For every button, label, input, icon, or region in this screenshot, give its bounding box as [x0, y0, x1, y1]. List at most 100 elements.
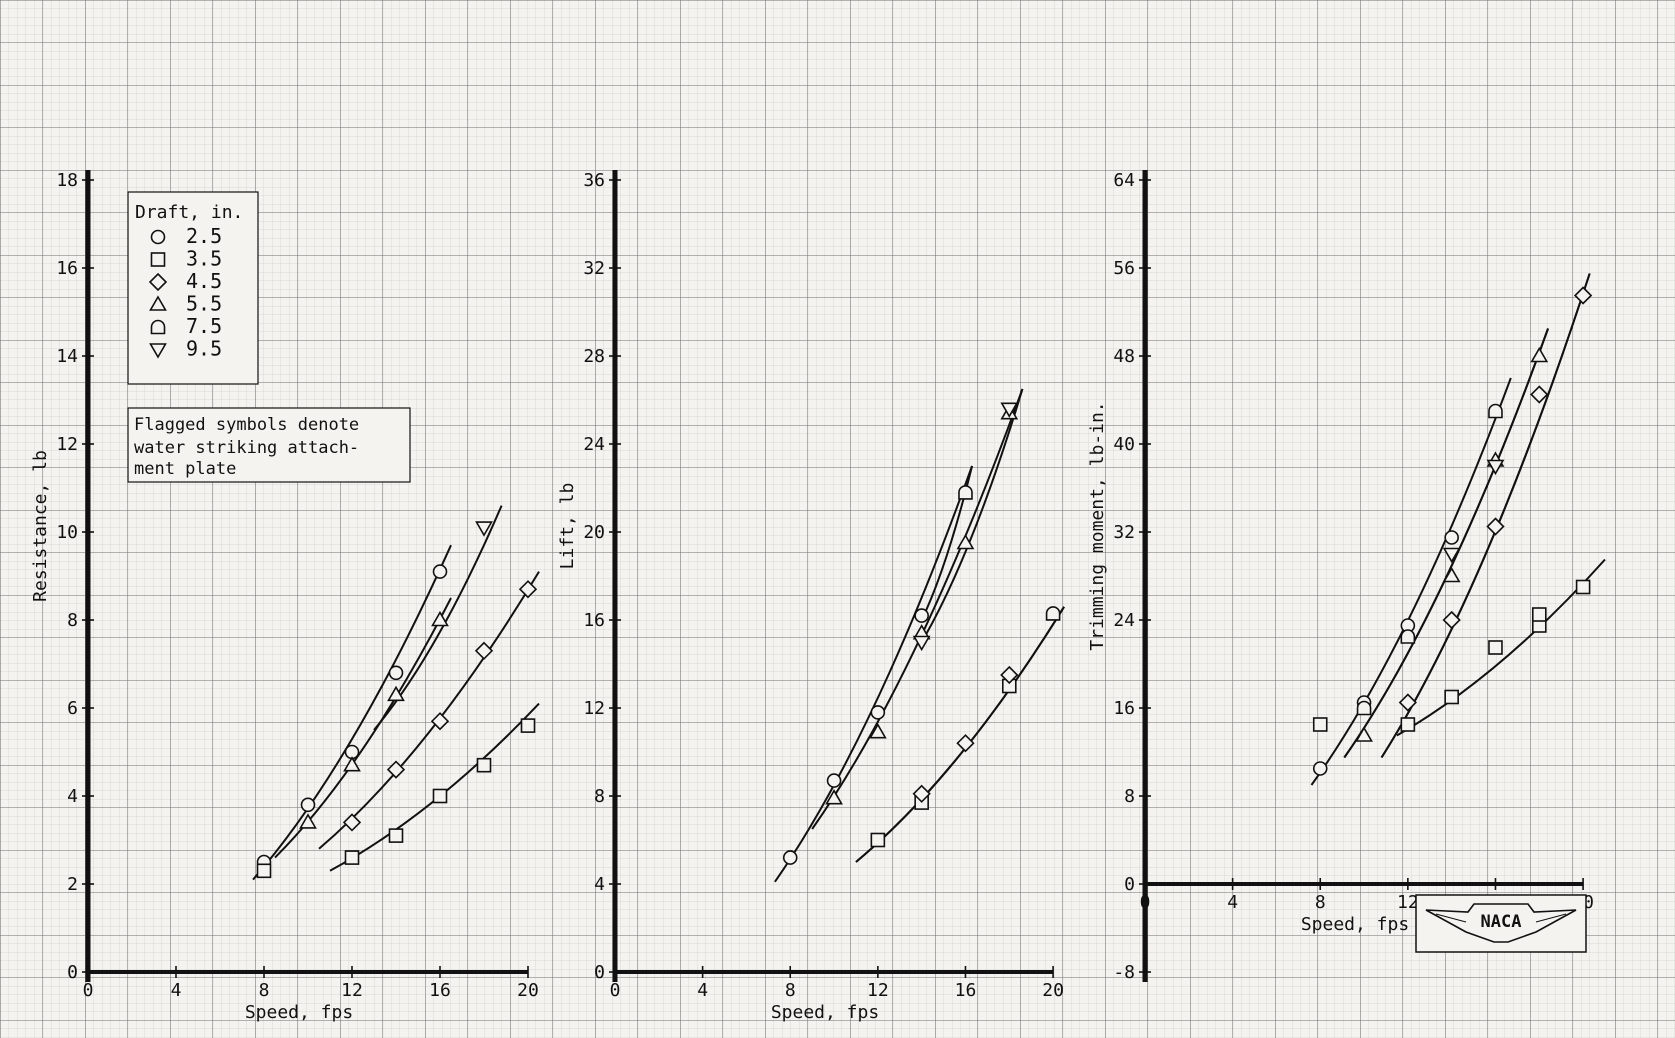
diamond-marker — [1530, 385, 1549, 404]
legend-box — [127, 191, 259, 385]
data-point-square — [870, 832, 886, 848]
y-tick-label: 6 — [67, 698, 78, 719]
circle-marker — [782, 850, 798, 865]
y-tick-label: 16 — [583, 610, 605, 631]
diamond-marker — [1398, 693, 1417, 712]
triangle-down-marker — [1442, 547, 1461, 564]
data-point-circle — [432, 564, 448, 579]
triangle-down-marker — [149, 343, 167, 359]
diamond-marker — [1573, 286, 1593, 305]
x-tick-label: 0 — [610, 980, 621, 1001]
triangle-up-marker — [1530, 346, 1549, 363]
circle-marker — [1444, 530, 1459, 545]
y-tick-label: 24 — [1113, 610, 1135, 631]
x-tick-label: 0 — [83, 980, 94, 1001]
data-point-triangle-down — [912, 635, 931, 652]
data-point-triangle-down — [475, 521, 493, 537]
y-tick-label: 56 — [1113, 258, 1135, 279]
diamond-marker — [148, 272, 168, 292]
fitted-curve-2-5 — [1310, 377, 1512, 786]
triangle-down-marker — [475, 521, 493, 537]
data-point-square — [256, 863, 272, 879]
x-tick-label: 4 — [697, 980, 708, 1001]
data-point-triangle-down — [1486, 459, 1505, 476]
data-point-square — [432, 788, 448, 804]
diamond-marker — [956, 734, 975, 753]
diamond-marker — [1486, 517, 1505, 536]
y-tick-label: 48 — [1113, 346, 1135, 367]
fitted-curve-5-5 — [811, 388, 1024, 830]
data-point-square — [1488, 640, 1503, 655]
legend-note-box — [127, 407, 411, 483]
data-point-circle — [300, 797, 316, 813]
data-point-triangle-up — [299, 813, 317, 829]
y-tick-label: 8 — [67, 610, 78, 631]
y-tick-label: 32 — [1113, 522, 1135, 543]
circle-marker — [870, 705, 886, 720]
data-point-triangle-up — [825, 789, 843, 805]
data-point-circle — [388, 665, 404, 681]
data-point-diamond — [1530, 385, 1549, 404]
diamond-marker — [386, 760, 406, 779]
data-point-triangle-up — [1530, 346, 1549, 363]
square-marker — [388, 828, 404, 843]
x-tick-label: 16 — [429, 980, 451, 1001]
fitted-curve-9-5 — [920, 388, 1024, 643]
y-tick-label: 14 — [56, 346, 78, 367]
data-point-circle — [870, 705, 886, 720]
half-round-marker — [958, 485, 973, 500]
diamond-marker — [342, 813, 362, 832]
triangle-up-marker — [1442, 566, 1461, 583]
y-tick-label: 28 — [583, 346, 605, 367]
legend-label: 4.5 — [186, 269, 222, 293]
square-marker — [870, 832, 886, 848]
data-point-circle — [782, 850, 798, 865]
half-round-marker — [1356, 700, 1372, 716]
square-marker — [1531, 607, 1547, 622]
data-point-diamond — [956, 734, 975, 753]
legend-label: 9.5 — [186, 337, 222, 361]
data-point-triangle-up — [431, 610, 449, 627]
data-point-diamond — [1398, 693, 1417, 712]
diamond-marker — [1000, 665, 1019, 685]
square-marker — [1575, 579, 1591, 595]
y-tick-label: 0 — [67, 962, 78, 983]
data-point-diamond — [386, 760, 406, 779]
legend-note-line-3: ment plate — [134, 459, 236, 479]
y-tick-label: 12 — [56, 434, 78, 455]
x-axis-label: Speed, fps — [1301, 914, 1409, 935]
x-axis-label: Speed, fps — [771, 1002, 879, 1023]
y-tick-label: 24 — [583, 434, 605, 455]
data-point-diamond — [1573, 286, 1593, 305]
half-round-marker — [150, 319, 166, 335]
data-point-triangle-up — [387, 685, 405, 702]
y-tick-label: 8 — [594, 786, 605, 807]
circle-marker — [388, 665, 404, 681]
y-tick-label: 20 — [583, 522, 605, 543]
square-marker — [150, 252, 166, 267]
chart-panel-lift: 0 4 8 12 16 20 24 28 32 36 0 4 8 12 16 20 Speed, fps Lift… — [557, 170, 1065, 1023]
square-marker — [520, 718, 536, 733]
circle-marker — [150, 229, 166, 245]
square-marker — [1312, 717, 1328, 732]
square-marker — [1488, 640, 1503, 655]
square-marker — [1444, 689, 1459, 705]
data-point-triangle-up — [868, 723, 887, 739]
data-point-diamond — [1000, 665, 1019, 685]
chart-panel-trimming: -80816243240485664048121620Speed, fpsTri… — [1087, 170, 1606, 983]
half-round-marker — [1400, 629, 1416, 644]
data-point-half-round — [1400, 629, 1416, 644]
circle-marker — [300, 797, 316, 813]
chart-panel-resistance: 0 2 4 6 8 10 12 14 16 18 0 4 8 12 16 20 Speed, fps Resist… — [30, 170, 540, 1023]
legend-marker-triangle-up — [149, 295, 167, 311]
legend-label: 7.5 — [186, 314, 222, 338]
y-tick-label: 32 — [583, 258, 605, 279]
legend-label: 2.5 — [186, 224, 222, 248]
x-tick-label: 4 — [171, 980, 182, 1001]
diamond-marker — [430, 712, 450, 731]
y-tick-label: -8 — [1113, 962, 1135, 983]
data-point-square — [520, 718, 536, 733]
diamond-marker — [912, 784, 931, 803]
legend-label: 5.5 — [186, 292, 222, 316]
